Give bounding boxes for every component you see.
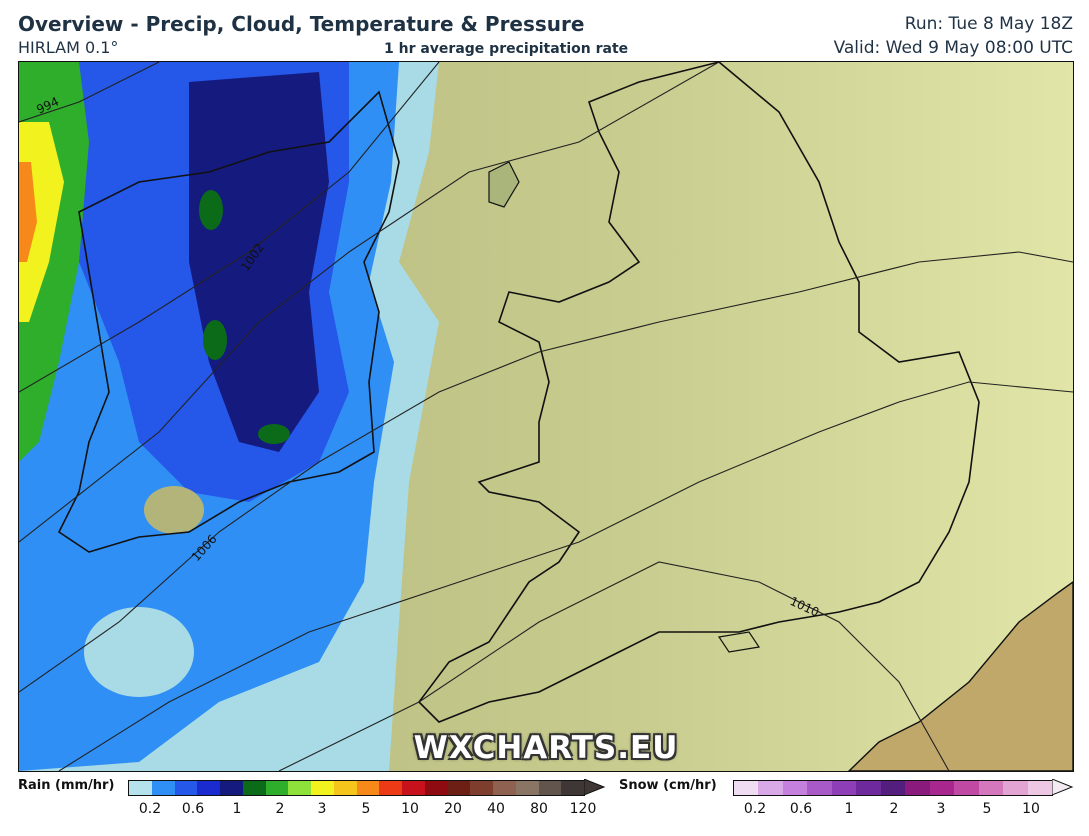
colorbar-swatch [356,781,380,795]
rain-legend-title: Rain (mm/hr) [18,778,115,793]
colorbar-tick-label: 5 [982,801,992,817]
colorbar-swatch [561,781,584,795]
colorbar-tick-label: 0.2 [138,801,162,817]
colorbar-swatch [538,781,562,795]
colorbar-swatch [220,781,243,795]
colorbar-tick-label: 80 [530,801,548,817]
isobar-998 [19,62,440,393]
colorbar-swatch [1027,781,1053,795]
dry-patch [144,486,204,534]
weather-map[interactable]: 994 1002 1006 1010 WXCHARTS.EU [18,61,1074,772]
ireland-coastline [57,90,400,553]
colorbar-swatch [174,781,198,795]
snow-colorbar-arrow [1052,779,1074,796]
colorbar-tick-label: 1 [232,801,242,817]
colorbar-swatch [758,781,783,795]
colorbar-swatch [129,781,152,795]
colorbar-swatch [265,781,289,795]
colorbar-tick-label: 0.2 [743,801,767,817]
colorbar-swatch [954,781,979,795]
isle-of-wight [717,631,761,653]
field-subtitle: 1 hr average precipitation rate [384,41,629,57]
rain-colorbar [128,780,585,796]
colorbar-tick-label: 3 [317,801,327,817]
colorbar-swatch [807,781,832,795]
isobar-1010 [278,561,950,771]
colorbar-swatch [470,781,493,795]
colorbar-swatch [402,781,425,795]
green-cell [199,190,223,230]
colorbar-swatch [288,781,311,795]
isle-of-man [488,161,520,208]
green-cell [258,424,290,444]
green-cell [203,320,227,360]
colorbar-tick-label: 0.6 [181,801,205,817]
rain-colorbar-arrow [584,779,606,796]
isobar-1006 [19,251,1073,693]
colorbar-tick-label: 2 [889,801,899,817]
isobar-1008 [58,381,1073,771]
valid-time: Valid: Wed 9 May 08:00 UTC [833,38,1073,58]
colorbar-swatch [929,781,955,795]
colorbar-swatch [734,781,759,795]
chart-title: Overview - Precip, Cloud, Temperature & … [18,12,585,36]
isobar-994 [19,62,160,123]
colorbar-swatch [515,781,539,795]
colorbar-swatch [880,781,906,795]
great-britain-coastline [417,62,980,723]
colorbar-tick-label: 2 [275,801,285,817]
colorbar-tick-label: 20 [444,801,462,817]
light-rain-patch [84,607,194,697]
map-canvas: 994 1002 1006 1010 [19,62,1073,771]
colorbar-swatch [197,781,220,795]
colorbar-swatch [151,781,175,795]
colorbar-swatch [493,781,516,795]
france-coastline [847,581,1073,771]
run-time: Run: Tue 8 May 18Z [904,14,1073,34]
colorbar-swatch [978,781,1004,795]
colorbar-tick-label: 1 [844,801,854,817]
colorbar-swatch [905,781,930,795]
model-label: HIRLAM 0.1° [18,38,119,57]
colorbar-swatch [831,781,857,795]
colorbar-swatch [333,781,357,795]
colorbar-tick-label: 0.6 [789,801,813,817]
colorbar-swatch [379,781,402,795]
isobar-1002 [19,62,720,543]
colorbar-swatch [856,781,881,795]
snow-colorbar [733,780,1053,796]
colorbar-swatch [242,781,266,795]
colorbar-swatch [311,781,334,795]
colorbar-tick-label: 10 [401,801,419,817]
colorbar-tick-label: 3 [936,801,946,817]
colorbar-tick-label: 120 [569,801,597,817]
colorbar-tick-label: 40 [487,801,505,817]
colorbar-swatch [424,781,448,795]
snow-legend-title: Snow (cm/hr) [619,778,717,793]
colorbar-swatch [447,781,471,795]
colorbar-swatch [1003,781,1028,795]
colorbar-swatch [782,781,808,795]
watermark: WXCHARTS.EU [413,730,679,766]
orange-rain-core [19,162,37,262]
colorbar-tick-label: 5 [361,801,371,817]
colorbar-tick-label: 10 [1022,801,1040,817]
